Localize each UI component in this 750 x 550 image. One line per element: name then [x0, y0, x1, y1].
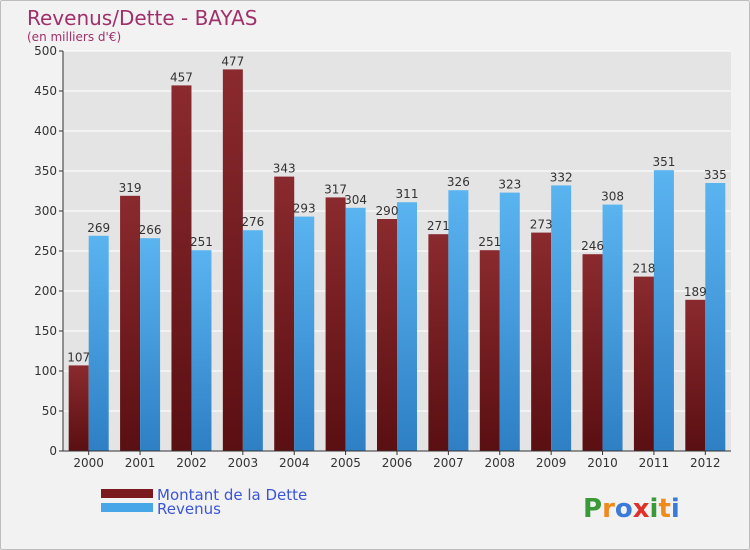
data-label: 351	[652, 155, 675, 169]
x-tick-label: 2006	[382, 456, 413, 470]
data-label: 266	[139, 223, 162, 237]
data-label: 246	[581, 239, 604, 253]
bar-revenus-2009	[551, 185, 572, 451]
y-tick-label: 0	[49, 444, 57, 458]
y-tick-label: 100	[34, 364, 57, 378]
y-tick-label: 500	[34, 44, 57, 58]
y-tick-label: 150	[34, 324, 57, 338]
data-label: 477	[221, 54, 244, 68]
legend-label-dette: Montant de la Dette	[157, 486, 307, 504]
logo-letter: i	[650, 494, 659, 524]
x-tick-label: 2002	[176, 456, 207, 470]
y-tick-label: 200	[34, 284, 57, 298]
x-tick-label: 2000	[73, 456, 104, 470]
data-label: 251	[478, 235, 501, 249]
data-label: 319	[119, 181, 142, 195]
y-tick-label: 250	[34, 244, 57, 258]
logo-letter: P	[583, 494, 602, 524]
y-axis-ticks: 0 50 100 150 200 250 300 350 400 450 500	[34, 44, 63, 458]
x-axis-ticks: 2000 2001 2002 2003 2004 2005 2006 2007 2008 2009…	[73, 451, 721, 470]
x-tick-label: 2008	[484, 456, 515, 470]
bar-revenus-2004	[294, 216, 315, 451]
bar-dette-2009	[531, 232, 552, 451]
bar-dette-2005	[325, 197, 346, 451]
bar-dette-2010	[582, 254, 603, 451]
data-label: 335	[704, 168, 727, 182]
x-tick-label: 2003	[228, 456, 259, 470]
data-label: 271	[427, 219, 450, 233]
data-label: 343	[273, 162, 296, 176]
logo-letter: r	[602, 494, 615, 524]
bar-dette-2011	[633, 276, 654, 451]
bar-revenus-2008	[499, 192, 520, 451]
data-label: 290	[376, 204, 399, 218]
x-tick-label: 2011	[639, 456, 670, 470]
bar-dette-2002	[171, 85, 192, 452]
bar-dette-2003	[222, 69, 243, 452]
x-tick-label: 2004	[279, 456, 310, 470]
bar-revenus-2006	[397, 202, 417, 451]
x-tick-label: 2001	[125, 456, 156, 470]
data-label: 276	[241, 215, 264, 229]
bar-dette-2007	[428, 234, 449, 451]
data-label: 323	[498, 178, 521, 192]
bar-revenus-2002	[191, 250, 212, 451]
logo-letter: i	[671, 494, 680, 524]
x-tick-label: 2005	[330, 456, 361, 470]
data-label: 457	[170, 70, 193, 84]
legend-swatch-revenus	[101, 503, 153, 512]
data-label: 107	[67, 350, 90, 364]
data-label: 251	[190, 235, 213, 249]
data-label: 326	[447, 175, 470, 189]
bar-dette-2000	[68, 365, 89, 451]
chart-subtitle: (en milliers d'€)	[27, 30, 121, 44]
bar-revenus-2000	[88, 235, 109, 451]
x-tick-label: 2012	[690, 456, 721, 470]
data-label: 317	[324, 182, 347, 196]
y-tick-label: 350	[34, 164, 57, 178]
logo-letter: o	[615, 494, 633, 524]
y-tick-label: 400	[34, 124, 57, 138]
bar-revenus-2001	[140, 238, 161, 451]
data-label: 332	[550, 170, 573, 184]
x-tick-label: 2007	[433, 456, 464, 470]
y-tick-label: 450	[34, 84, 57, 98]
bar-revenus-2007	[448, 190, 469, 451]
bar-revenus-2003	[242, 230, 263, 451]
bars	[68, 69, 726, 452]
legend-label-revenus: Revenus	[157, 500, 221, 518]
bar-dette-2008	[479, 250, 500, 451]
logo-letter: t	[658, 494, 670, 524]
legend-swatch-dette	[101, 489, 153, 498]
bar-revenus-2010	[602, 204, 623, 451]
logo-letter: x	[633, 494, 650, 524]
data-label: 304	[344, 193, 367, 207]
data-label: 189	[684, 285, 707, 299]
x-tick-label: 2009	[536, 456, 567, 470]
bar-dette-2001	[120, 195, 141, 451]
data-label: 293	[293, 202, 316, 216]
x-tick-label: 2010	[587, 456, 618, 470]
bar-dette-2012	[685, 299, 706, 451]
bar-dette-2004	[274, 176, 295, 451]
bar-revenus-2005	[345, 207, 366, 451]
proxiti-logo: Proxiti	[583, 494, 680, 524]
bar-revenus-2011	[653, 170, 674, 451]
logo-text: Proxiti	[583, 494, 680, 524]
data-label: 269	[87, 221, 110, 235]
legend: Montant de la Dette Revenus	[101, 486, 307, 518]
y-tick-label: 300	[34, 204, 57, 218]
data-label: 311	[396, 187, 419, 201]
chart-title: Revenus/Dette - BAYAS	[27, 6, 257, 30]
y-tick-label: 50	[42, 404, 57, 418]
data-label: 273	[530, 218, 553, 232]
data-label: 218	[632, 262, 655, 276]
data-label: 308	[601, 190, 624, 204]
bar-revenus-2012	[705, 183, 726, 451]
bar-dette-2006	[377, 219, 397, 451]
